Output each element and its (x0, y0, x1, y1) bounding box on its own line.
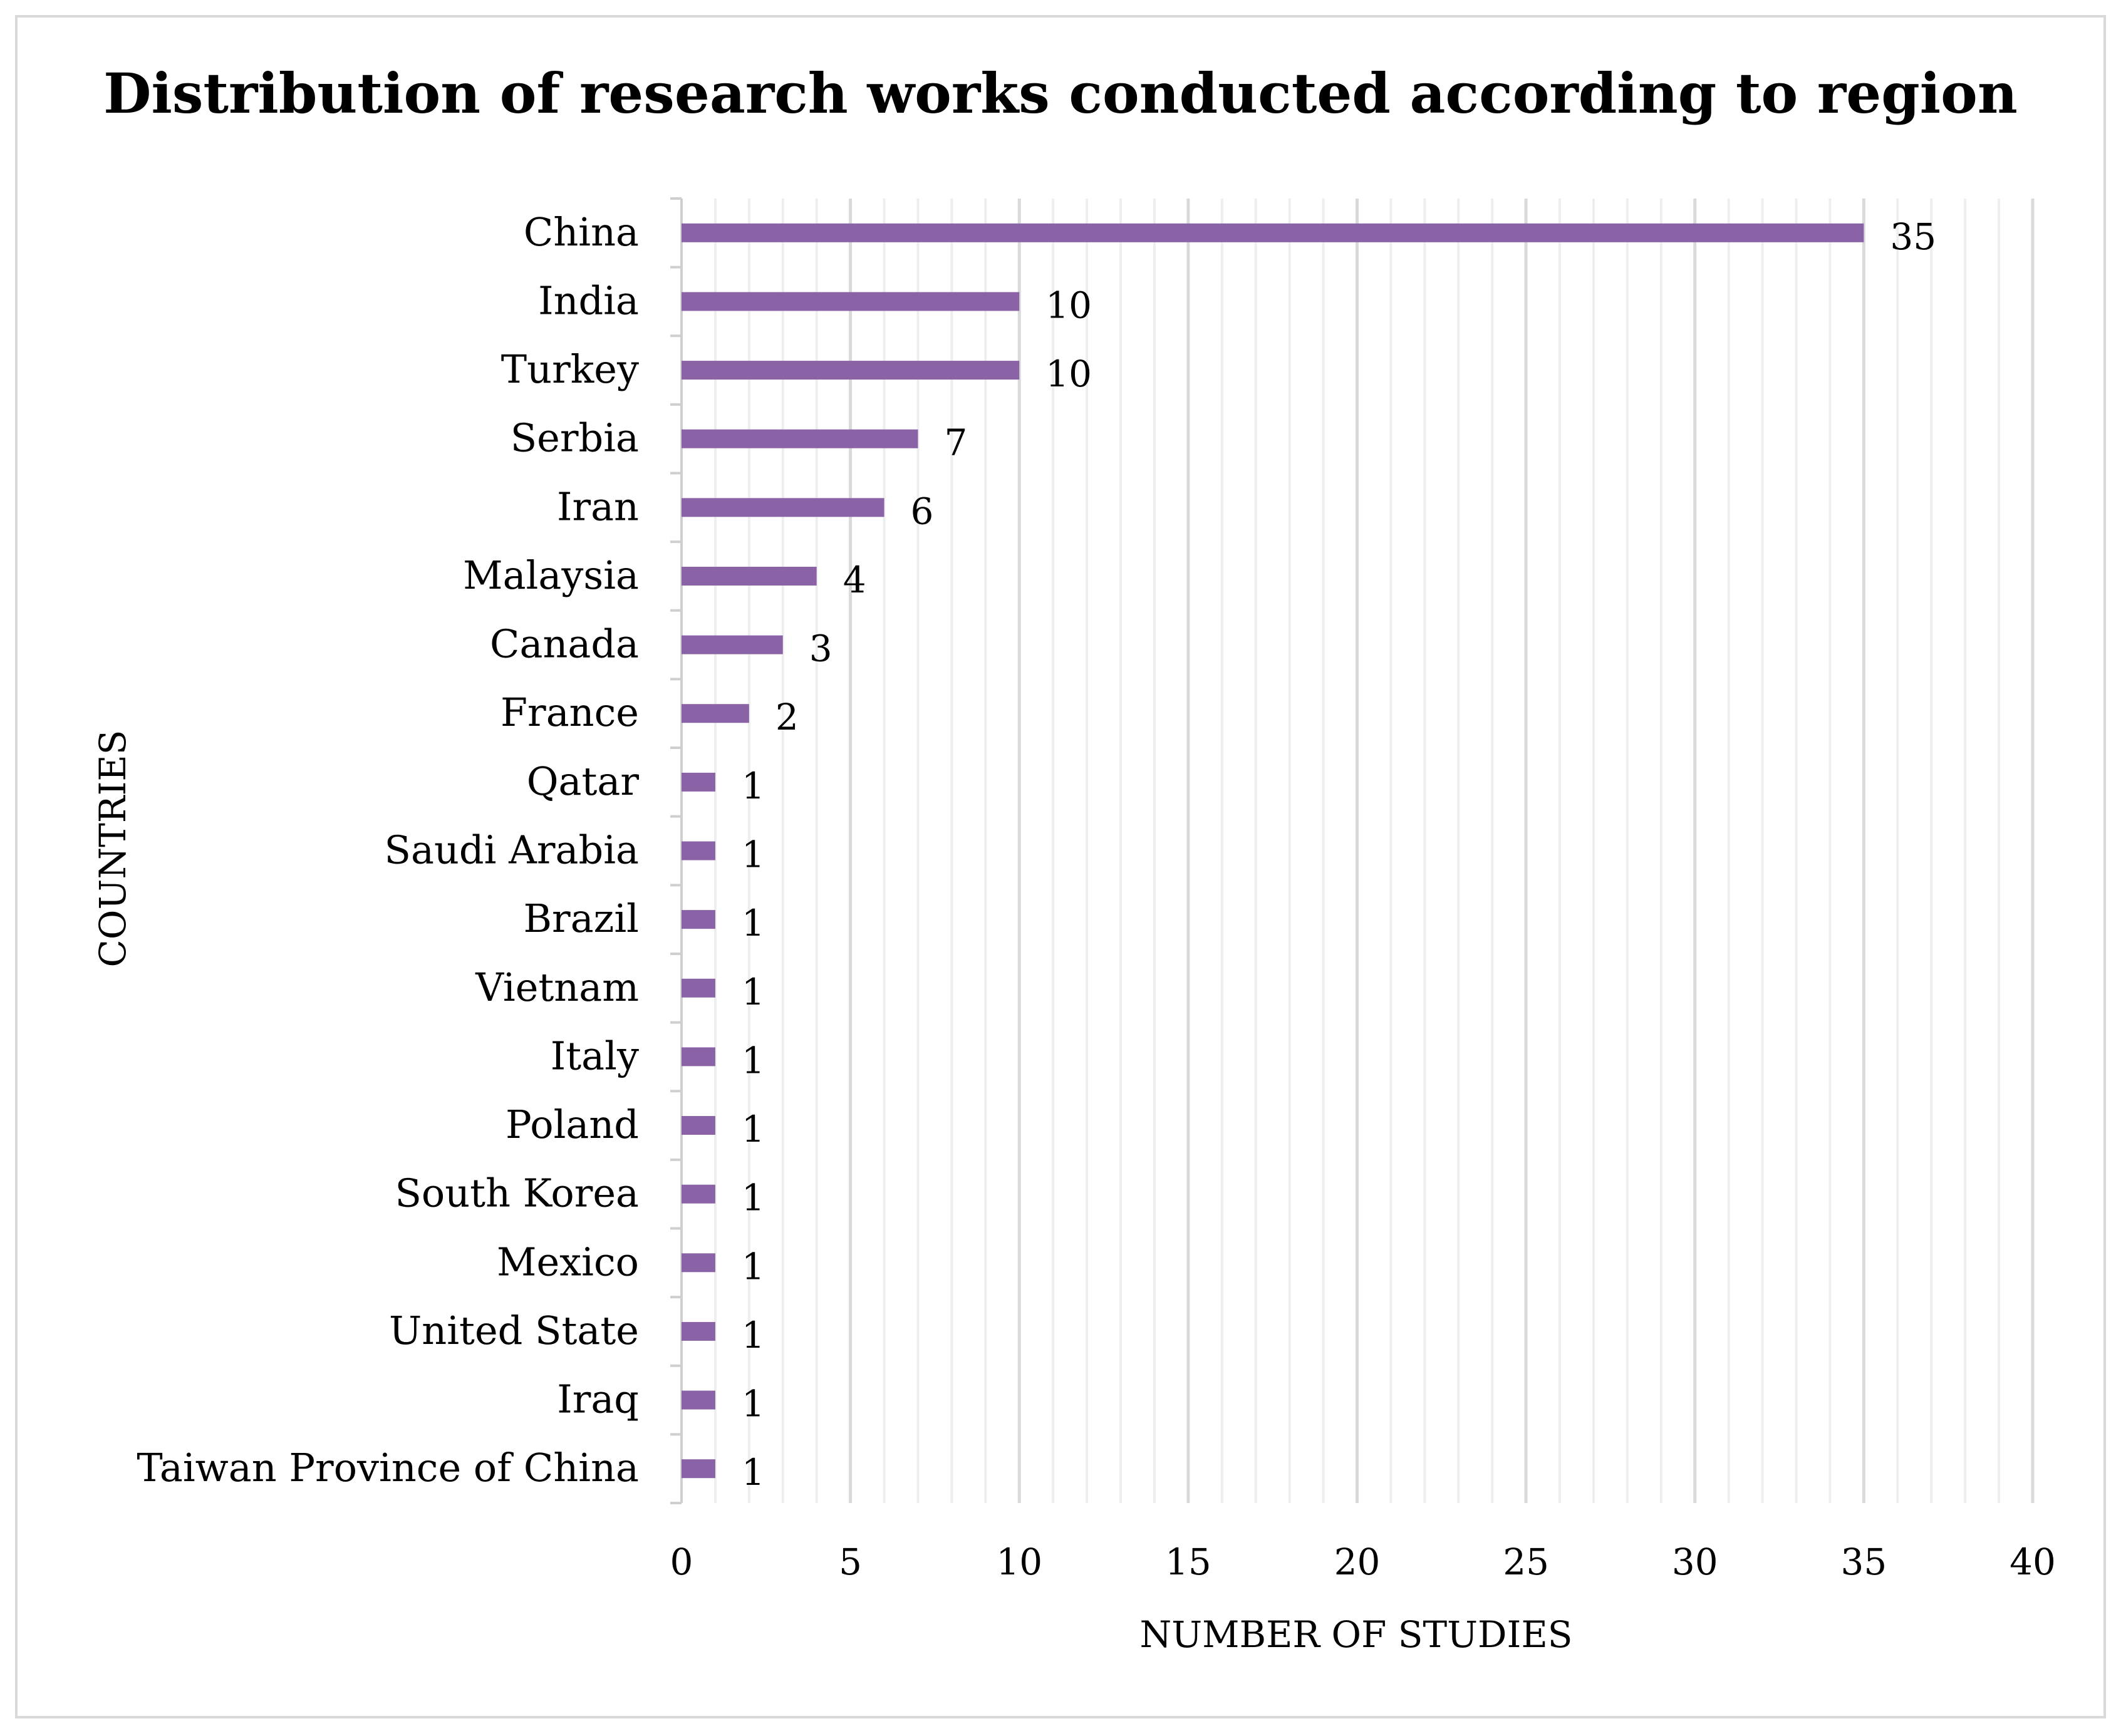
data-label: 1 (742, 1039, 765, 1082)
bar (682, 1253, 715, 1273)
data-label: 3 (809, 628, 832, 670)
data-label: 1 (742, 902, 765, 944)
x-tick-label: 15 (1165, 1541, 1211, 1583)
data-label: 6 (911, 490, 934, 532)
data-label: 1 (742, 1383, 765, 1425)
bar (682, 1390, 715, 1410)
bar (682, 223, 1864, 242)
x-tick-label: 40 (2010, 1541, 2056, 1583)
bar (682, 635, 783, 654)
bar (682, 1321, 715, 1341)
category-label: India (538, 277, 639, 323)
bar (682, 910, 715, 929)
data-label: 1 (742, 1108, 765, 1150)
category-label: United State (389, 1308, 639, 1353)
gridlines (713, 199, 2035, 1503)
category-label: Brazil (524, 896, 640, 941)
bar (682, 361, 1020, 380)
data-label: 10 (1045, 284, 1092, 326)
bar (682, 429, 918, 448)
data-label: 1 (742, 1177, 765, 1219)
data-label: 35 (1890, 215, 1936, 258)
category-label: Serbia (511, 415, 639, 461)
x-tick-label: 5 (839, 1541, 862, 1583)
category-label: Italy (551, 1033, 639, 1078)
x-tick-label: 10 (996, 1541, 1042, 1583)
category-label: Iraq (557, 1377, 639, 1422)
bar (682, 1459, 715, 1479)
category-label: Turkey (501, 346, 639, 392)
bar (682, 772, 715, 792)
category-label: Iran (557, 483, 639, 529)
x-tick-label: 20 (1334, 1541, 1381, 1583)
data-label: 10 (1045, 353, 1092, 395)
category-label: Mexico (497, 1239, 639, 1284)
bar (682, 841, 715, 860)
bars (682, 223, 1864, 1479)
category-label: Malaysia (463, 552, 639, 598)
x-tick-labels: 0 5 10 15 20 25 30 35 40 (670, 1541, 2056, 1583)
data-label: 1 (742, 765, 765, 807)
x-tick-label: 25 (1503, 1541, 1549, 1583)
data-label: 1 (742, 1451, 765, 1494)
category-label: Saudi Arabia (385, 827, 639, 873)
bar (682, 566, 817, 586)
category-label: Poland (506, 1102, 639, 1147)
category-label: Canada (490, 621, 639, 667)
category-label: South Korea (395, 1170, 639, 1216)
x-tick-label: 35 (1840, 1541, 1887, 1583)
x-tick-label: 0 (670, 1541, 693, 1583)
x-axis-title: NUMBER OF STUDIES (1139, 1613, 1572, 1656)
data-label: 1 (742, 971, 765, 1013)
bar (682, 1184, 715, 1204)
category-label: China (524, 209, 639, 255)
chart-title: Distribution of research works conducted… (103, 61, 2018, 126)
category-labels: China India Turkey Serbia Iran Malaysia Canada… (137, 209, 639, 1491)
category-label: Vietnam (475, 964, 639, 1010)
bar (682, 704, 749, 723)
data-label: 2 (775, 696, 799, 738)
bar (682, 1047, 715, 1067)
bar (682, 498, 884, 517)
category-label: Qatar (527, 758, 640, 804)
category-label: Taiwan Province of China (137, 1445, 639, 1491)
data-label: 1 (742, 1314, 765, 1356)
chart-border (15, 15, 2106, 1718)
data-label: 1 (742, 834, 765, 876)
y-axis-title: COUNTRIES (91, 730, 134, 968)
data-label: 4 (843, 559, 866, 601)
bar (682, 292, 1020, 311)
data-label: 7 (944, 421, 967, 464)
x-tick-label: 30 (1672, 1541, 1718, 1583)
category-label: France (500, 690, 639, 735)
bar (682, 978, 715, 998)
bar (682, 1116, 715, 1135)
data-label: 1 (742, 1245, 765, 1288)
